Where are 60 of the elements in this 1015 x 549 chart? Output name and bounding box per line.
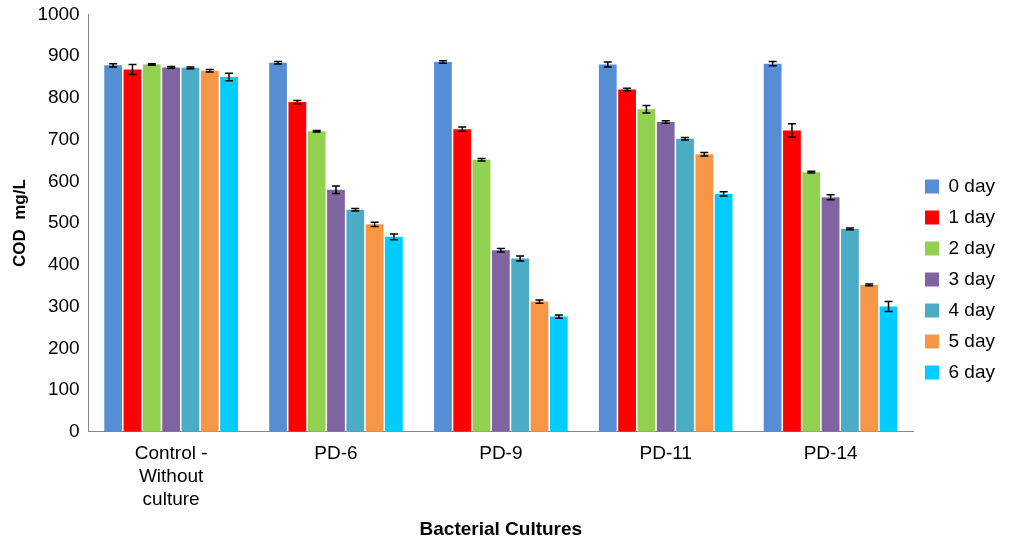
- bar: [491, 250, 510, 432]
- x-tick-label: Control - Without culture: [134, 442, 208, 510]
- bar: [656, 122, 675, 432]
- legend-label: 6 day: [948, 360, 996, 382]
- y-tick-label: 0: [69, 420, 80, 442]
- legend-label: 4 day: [948, 298, 996, 320]
- y-tick-label: 500: [47, 211, 80, 233]
- legend-label: 3 day: [948, 267, 996, 289]
- bar: [549, 316, 568, 432]
- bar: [123, 69, 142, 432]
- bar: [327, 189, 345, 432]
- x-tick-label: PD-9: [479, 442, 523, 464]
- bar: [637, 109, 656, 432]
- y-tick-label: 400: [47, 253, 80, 275]
- x-axis-title: Bacterial Cultures: [419, 517, 583, 539]
- bar: [879, 306, 898, 432]
- bar: [365, 224, 384, 432]
- y-tick-label: 800: [47, 86, 80, 108]
- bar: [841, 228, 859, 432]
- bar: [220, 77, 238, 432]
- y-tick-label: 1000: [37, 2, 80, 24]
- y-tick-label: 100: [47, 378, 80, 400]
- bar: [821, 197, 840, 432]
- bar: [511, 258, 530, 432]
- legend-label: 1 day: [948, 205, 996, 227]
- x-tick-label: PD-14: [803, 442, 858, 464]
- bar: [453, 129, 472, 432]
- legend-label: 0 day: [948, 174, 996, 196]
- bar: [142, 64, 161, 432]
- bar: [346, 209, 365, 432]
- bar: [860, 284, 879, 432]
- bar: [434, 61, 452, 432]
- bar: [162, 67, 180, 432]
- bar: [530, 301, 549, 432]
- x-tick-label: PD-6: [314, 442, 358, 464]
- bar: [200, 70, 219, 432]
- bar: [598, 64, 617, 432]
- bar: [714, 193, 733, 432]
- y-tick-label: 900: [47, 44, 80, 66]
- bar: [472, 159, 491, 432]
- y-tick-label: 200: [47, 336, 80, 358]
- y-tick-label: 600: [47, 169, 80, 191]
- bar: [385, 236, 403, 432]
- bar: [618, 89, 636, 432]
- bar: [783, 130, 801, 432]
- bar: [288, 102, 307, 432]
- x-tick-label: PD-11: [639, 442, 692, 464]
- bar: [763, 63, 782, 432]
- bar: [181, 67, 200, 432]
- bar: [802, 172, 821, 432]
- y-tick-label: 300: [47, 294, 80, 316]
- y-tick-label: 700: [47, 127, 80, 149]
- bar: [104, 65, 123, 432]
- legend-label: 5 day: [948, 329, 996, 351]
- bar: [307, 131, 326, 432]
- y-axis-title: COD mg/L: [9, 179, 29, 268]
- bar: [676, 138, 694, 432]
- bar: [269, 62, 287, 432]
- legend-label: 2 day: [948, 236, 996, 258]
- bar: [695, 154, 714, 432]
